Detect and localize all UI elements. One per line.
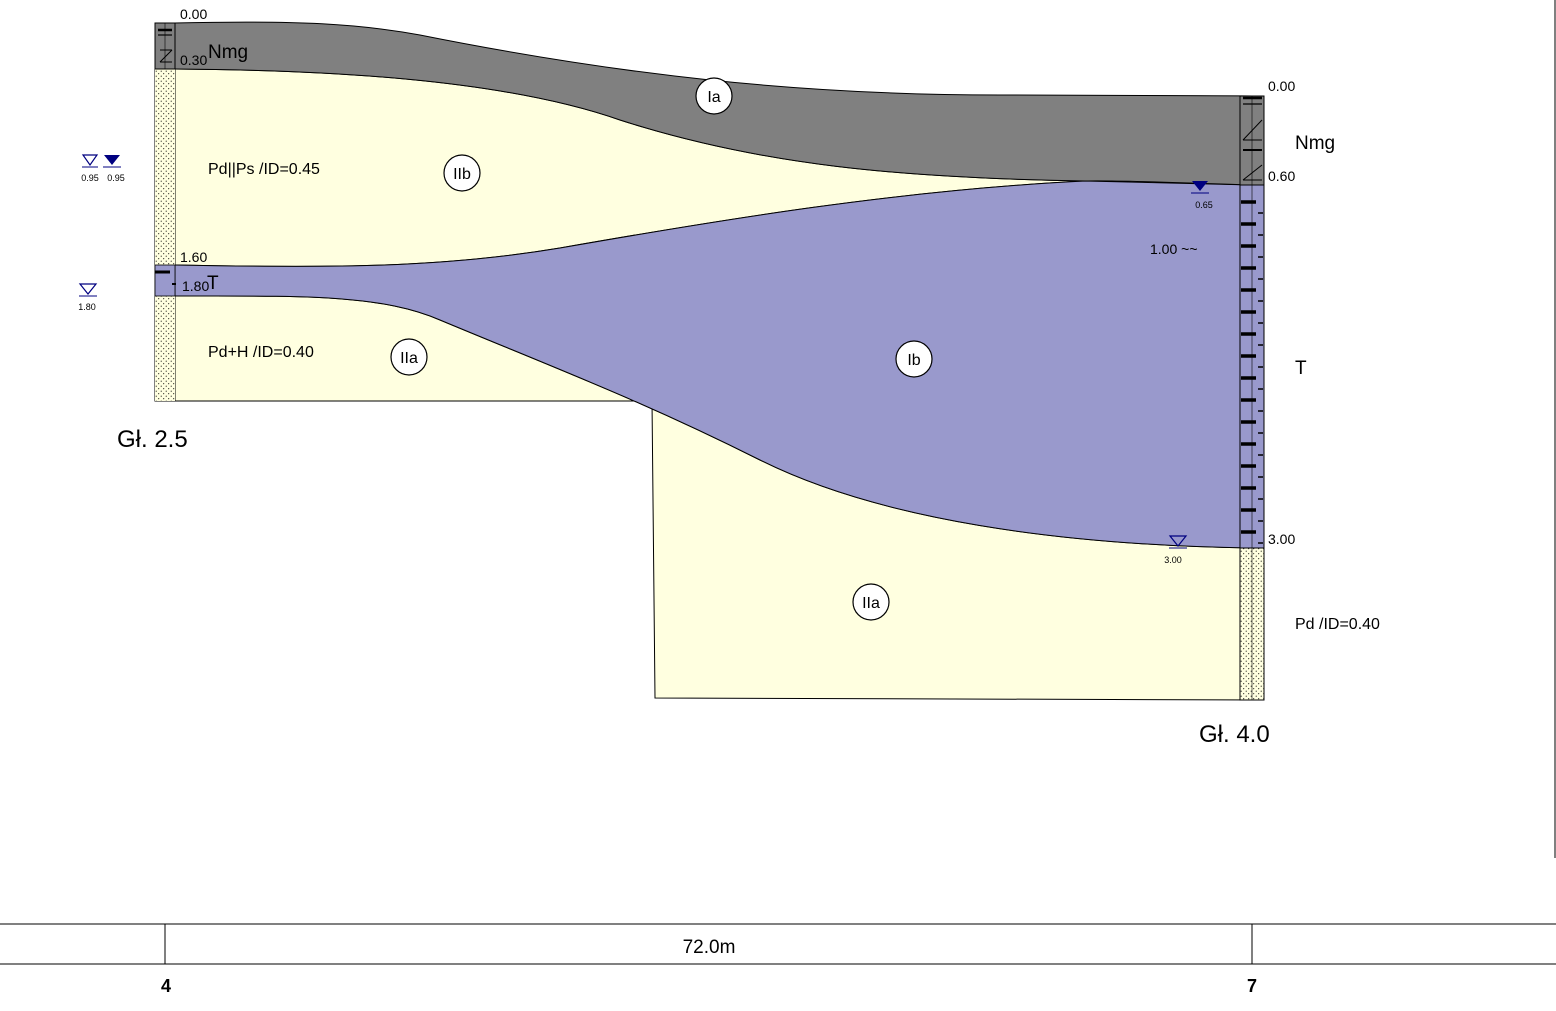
right-depth-labels: 0.00 0.60 3.00 (1268, 78, 1295, 547)
water-level-markers: 0.95 0.95 1.80 0.65 3.00 (78, 154, 1213, 565)
depth-label: 0.30 (180, 52, 207, 68)
water-level-icon (78, 283, 98, 297)
geotech-marker: Ia (695, 77, 733, 115)
borehole-depth-label: Gł. 2.5 (117, 426, 188, 453)
water-level-value: 1.80 (78, 302, 96, 312)
soil-label-sand: Pd /ID=0.40 (1295, 616, 1380, 633)
geotech-layer-markers: Ia IIb IIa Ib IIa (390, 77, 933, 621)
soil-labels: Nmg Nmg Pd||Ps /ID=0.45 T Pd+H /ID=0.40 … (207, 42, 1380, 633)
svg-text:IIa: IIa (400, 350, 418, 367)
geotech-marker: Ib (895, 340, 933, 378)
water-level-icon (1168, 535, 1188, 549)
layer-polygons (154, 21, 1265, 701)
water-level-value: 0.95 (81, 173, 99, 183)
peat-layer (154, 180, 1265, 549)
soil-label-peat: T (207, 273, 219, 294)
svg-text:Ia: Ia (707, 89, 720, 106)
water-level-value: 0.95 (107, 173, 125, 183)
left-depth-labels: 0.00 0.30 1.60 1.80 (180, 6, 209, 294)
water-level-icon (103, 155, 121, 168)
distance-table: 72.0m 4 7 (0, 923, 1556, 996)
depth-label: 0.00 (180, 6, 207, 22)
depth-label: 1.60 (180, 249, 207, 265)
svg-text:IIa: IIa (862, 595, 880, 612)
geotech-marker: IIa (852, 583, 890, 621)
borehole-depth-label: Gł. 4.0 (1199, 721, 1270, 748)
depth-label: 1.80 (182, 278, 209, 294)
svg-text:IIb: IIb (453, 166, 471, 183)
borehole-number: 7 (1247, 976, 1257, 996)
depth-label: 3.00 (1268, 531, 1295, 547)
borehole-right-column (1239, 95, 1265, 701)
borehole-left-column (154, 22, 176, 402)
water-level-icon (1191, 181, 1209, 194)
water-level-value: 0.65 (1195, 200, 1213, 210)
svg-text:Ib: Ib (907, 352, 920, 369)
soil-label-peat: T (1295, 358, 1307, 379)
distance-value: 72.0m (683, 937, 736, 958)
soil-label-made-ground: Nmg (208, 42, 248, 63)
soil-label-sand: Pd||Ps /ID=0.45 (208, 161, 320, 178)
depth-label: 0.00 (1268, 78, 1295, 94)
borehole-number: 4 (161, 976, 171, 996)
peat-hatch (1241, 200, 1263, 544)
water-level-value: 3.00 (1164, 555, 1182, 565)
water-level-icon (81, 154, 99, 168)
peat-note: 1.00 ~~ (1150, 241, 1198, 257)
soil-label-sand: Pd+H /ID=0.40 (208, 344, 314, 361)
geotech-marker: IIb (443, 154, 481, 192)
soil-label-made-ground: Nmg (1295, 133, 1335, 154)
geotech-marker: IIa (390, 338, 428, 376)
depth-label: 0.60 (1268, 168, 1295, 184)
